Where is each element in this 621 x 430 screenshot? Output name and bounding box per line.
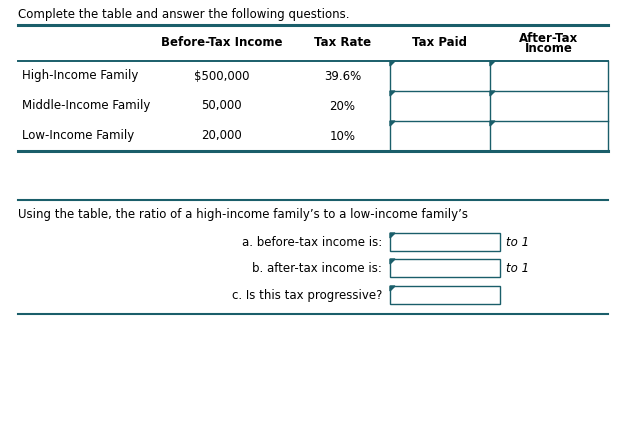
Text: 20,000: 20,000 (201, 129, 242, 142)
Bar (490, 91, 608, 121)
Polygon shape (390, 259, 395, 264)
Text: a. before-tax income is:: a. before-tax income is: (242, 236, 382, 249)
Text: Tax Paid: Tax Paid (412, 37, 468, 49)
Text: 10%: 10% (330, 129, 355, 142)
Text: Tax Rate: Tax Rate (314, 37, 371, 49)
Text: 39.6%: 39.6% (324, 70, 361, 83)
Text: Complete the table and answer the following questions.: Complete the table and answer the follow… (18, 8, 350, 21)
Text: to 1: to 1 (506, 261, 529, 274)
Bar (390, 121, 490, 151)
Text: Income: Income (525, 42, 573, 55)
Polygon shape (390, 91, 395, 96)
Bar (390, 61, 490, 91)
Text: Using the table, the ratio of a high-income family’s to a low-income family’s: Using the table, the ratio of a high-inc… (18, 208, 468, 221)
Text: 20%: 20% (330, 99, 355, 113)
Bar (490, 121, 608, 151)
Text: High-Income Family: High-Income Family (22, 70, 138, 83)
Polygon shape (490, 91, 495, 96)
Bar (490, 61, 608, 91)
Text: to 1: to 1 (506, 236, 529, 249)
Text: b. after-tax income is:: b. after-tax income is: (252, 261, 382, 274)
Polygon shape (490, 121, 495, 126)
Text: $500,000: $500,000 (194, 70, 249, 83)
Text: Middle-Income Family: Middle-Income Family (22, 99, 150, 113)
Text: c. Is this tax progressive?: c. Is this tax progressive? (232, 289, 382, 301)
Bar (390, 286, 500, 304)
Text: After-Tax: After-Tax (519, 31, 579, 44)
Bar (390, 259, 500, 277)
Polygon shape (490, 61, 495, 66)
Polygon shape (390, 286, 395, 291)
Text: 50,000: 50,000 (201, 99, 242, 113)
Polygon shape (390, 233, 395, 238)
Text: Low-Income Family: Low-Income Family (22, 129, 134, 142)
Polygon shape (390, 121, 395, 126)
Polygon shape (390, 61, 395, 66)
Bar (390, 233, 500, 251)
Text: Before-Tax Income: Before-Tax Income (161, 37, 283, 49)
Bar (390, 91, 490, 121)
